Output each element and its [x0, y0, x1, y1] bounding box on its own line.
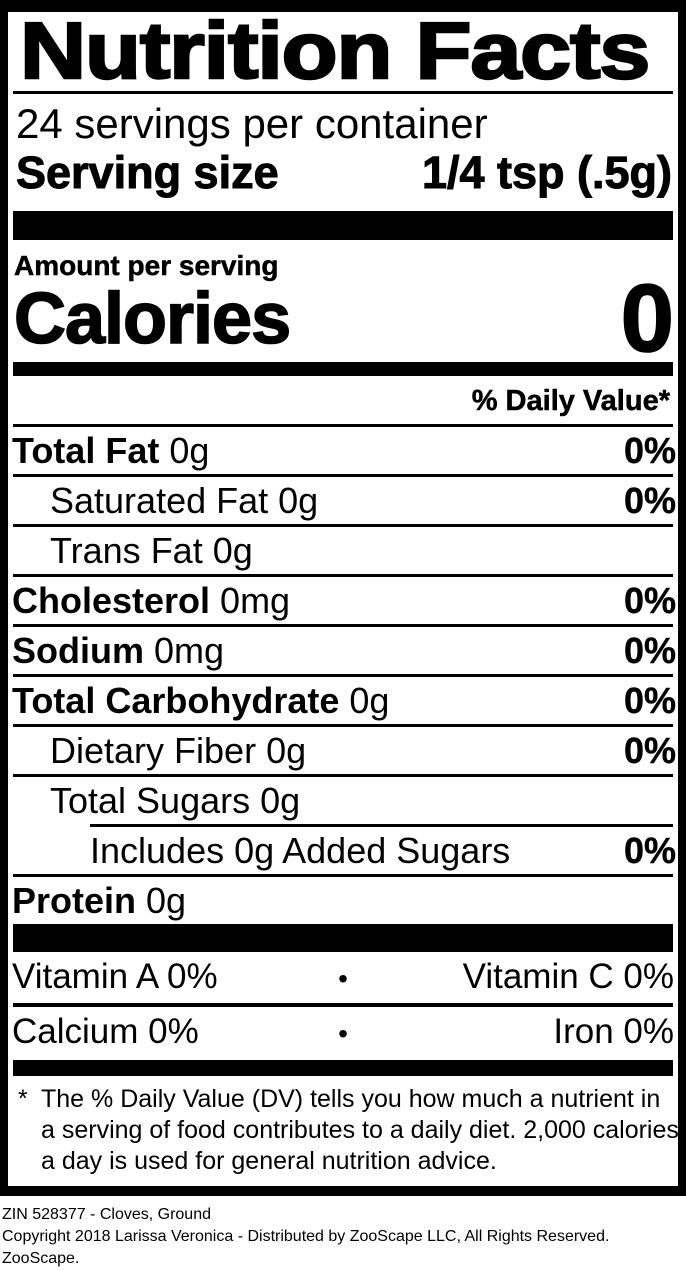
micronutrient-divider: [13, 1003, 673, 1007]
serving-size-row: Serving size 1/4 tsp (.5g): [16, 147, 673, 198]
nutrient-daily-value: 0%: [623, 480, 676, 521]
nutrient-name: Sodium: [12, 630, 144, 671]
section-bar-bottom: [13, 1060, 673, 1076]
micronutrient-left: Vitamin A 0%: [12, 957, 218, 996]
calories-label: Calories: [13, 279, 292, 359]
row-divider: [13, 624, 673, 627]
micronutrient-right: Vitamin C 0%: [462, 957, 674, 996]
micronutrient-left: Calcium 0%: [12, 1012, 199, 1051]
nutrient-line: Trans Fat 0g: [8, 527, 678, 574]
bullet-separator: •: [338, 1018, 348, 1049]
nutrient-amount: 0g: [256, 730, 307, 771]
nutrient-row: Protein 0g: [8, 877, 678, 924]
nutrient-amount: 0g: [339, 680, 390, 721]
nutrient-name: Trans Fat: [50, 530, 203, 571]
footnote-text: The % Daily Value (DV) tells you how muc…: [41, 1084, 679, 1177]
nutrient-line: Sodium 0mg 0%: [8, 627, 678, 674]
amount-per-serving-label: Amount per serving: [14, 250, 279, 281]
nutrient-row: Dietary Fiber 0g 0%: [8, 727, 678, 777]
nutrient-daily-value: 0%: [623, 430, 676, 471]
servings-per-container: 24 servings per container: [16, 100, 488, 147]
nutrient-amount: 0g: [136, 880, 187, 921]
row-divider: [13, 724, 673, 727]
nutrient-daily-value: 0%: [623, 680, 676, 721]
micronutrient-right: Iron 0%: [553, 1012, 674, 1051]
nutrient-row: Total Fat 0g 0%: [8, 427, 678, 477]
nutrient-rows: Total Fat 0g 0% Saturated Fat 0g 0% Trans Fa…: [8, 427, 678, 924]
nutrient-name: Total Sugars: [50, 780, 251, 821]
footnote-line: a serving of food contributes to a daily…: [41, 1116, 679, 1144]
header-divider: [13, 424, 673, 427]
row-divider: [13, 674, 673, 677]
nutrient-line: Total Sugars 0g: [8, 777, 678, 824]
nutrient-daily-value: 0%: [623, 630, 676, 671]
calories-value: 0: [620, 265, 675, 372]
nutrient-line: Dietary Fiber 0g 0%: [8, 727, 678, 774]
micronutrient-row: Vitamin A 0% • Vitamin C 0%: [8, 952, 678, 1007]
nutrient-amount: 0g: [250, 780, 301, 821]
footnote-asterisk: *: [18, 1085, 28, 1113]
serving-size-value: 1/4 tsp (.5g): [421, 147, 672, 198]
nutrient-line: Total Fat 0g 0%: [8, 427, 678, 474]
serving-size-label: Serving size: [16, 147, 280, 198]
nutrient-line: Protein 0g: [8, 877, 678, 924]
daily-value-footnote: * The % Daily Value (DV) tells you how m…: [18, 1084, 679, 1186]
nutrition-facts-label: Nutrition Facts 24 servings per containe…: [0, 0, 686, 1196]
section-bar-medium: [13, 362, 673, 376]
nutrient-daily-value: 0%: [623, 830, 676, 871]
nutrient-amount: 0g: [202, 530, 253, 571]
product-zin-line: ZIN 528377 - Cloves, Ground: [2, 1206, 211, 1223]
micronutrient-rows: Vitamin A 0% • Vitamin C 0% Calcium 0% • Iron…: [8, 952, 678, 1058]
row-divider: [13, 474, 673, 477]
label-footer: ZIN 528377 - Cloves, Ground Copyright 20…: [2, 1204, 686, 1270]
row-divider: [13, 774, 673, 777]
nutrient-row: Includes 0g Added Sugars 0%: [8, 827, 678, 877]
daily-value-header: % Daily Value*: [471, 385, 670, 417]
nutrient-line: Total Carbohydrate 0g 0%: [8, 677, 678, 724]
label-title: Nutrition Facts: [19, 6, 652, 95]
footnote-line: The % Daily Value (DV) tells you how muc…: [41, 1085, 661, 1113]
copyright-line: Copyright 2018 Larissa Veronica - Distri…: [2, 1228, 610, 1267]
section-bar-thick: [13, 211, 673, 240]
nutrient-name: Total Carbohydrate: [12, 680, 340, 721]
nutrient-row: Saturated Fat 0g 0%: [8, 477, 678, 527]
calories-row: Calories 0: [13, 265, 675, 372]
nutrient-name: Cholesterol: [12, 580, 211, 621]
nutrient-name: Dietary Fiber: [50, 730, 257, 771]
nutrient-line: Saturated Fat 0g 0%: [8, 477, 678, 524]
section-bar-thick-2: [13, 924, 673, 952]
row-divider: [13, 574, 673, 577]
nutrient-line: Cholesterol 0mg 0%: [8, 577, 678, 624]
micronutrient-row: Calcium 0% • Iron 0%: [8, 1007, 678, 1058]
nutrient-daily-value: 0%: [623, 580, 676, 621]
nutrient-amount: 0g: [268, 480, 319, 521]
nutrient-daily-value: 0%: [623, 730, 676, 771]
nutrient-amount: 0g: [159, 430, 210, 471]
nutrient-amount: 0mg: [210, 580, 291, 621]
row-divider: [13, 874, 673, 877]
nutrient-name: Total Fat: [12, 430, 160, 471]
nutrient-row: Trans Fat 0g: [8, 527, 678, 577]
nutrient-line: Includes 0g Added Sugars 0%: [8, 827, 678, 874]
title-divider: [13, 91, 673, 94]
micronutrient-line: Calcium 0% • Iron 0%: [8, 1007, 678, 1058]
nutrient-row: Total Carbohydrate 0g 0%: [8, 677, 678, 727]
nutrient-row: Cholesterol 0mg 0%: [8, 577, 678, 627]
bullet-separator: •: [338, 963, 348, 994]
nutrient-name: Saturated Fat: [50, 480, 269, 521]
row-divider-indented: [90, 824, 673, 827]
nutrient-name: Protein: [12, 880, 137, 921]
footnote-line: a day is used for general nutrition advi…: [41, 1147, 497, 1175]
nutrient-name: Includes 0g Added Sugars: [90, 830, 511, 871]
row-divider: [13, 524, 673, 527]
nutrient-row: Total Sugars 0g: [8, 777, 678, 827]
nutrient-amount: 0mg: [144, 630, 225, 671]
micronutrient-line: Vitamin A 0% • Vitamin C 0%: [8, 952, 678, 1003]
nutrient-row: Sodium 0mg 0%: [8, 627, 678, 677]
